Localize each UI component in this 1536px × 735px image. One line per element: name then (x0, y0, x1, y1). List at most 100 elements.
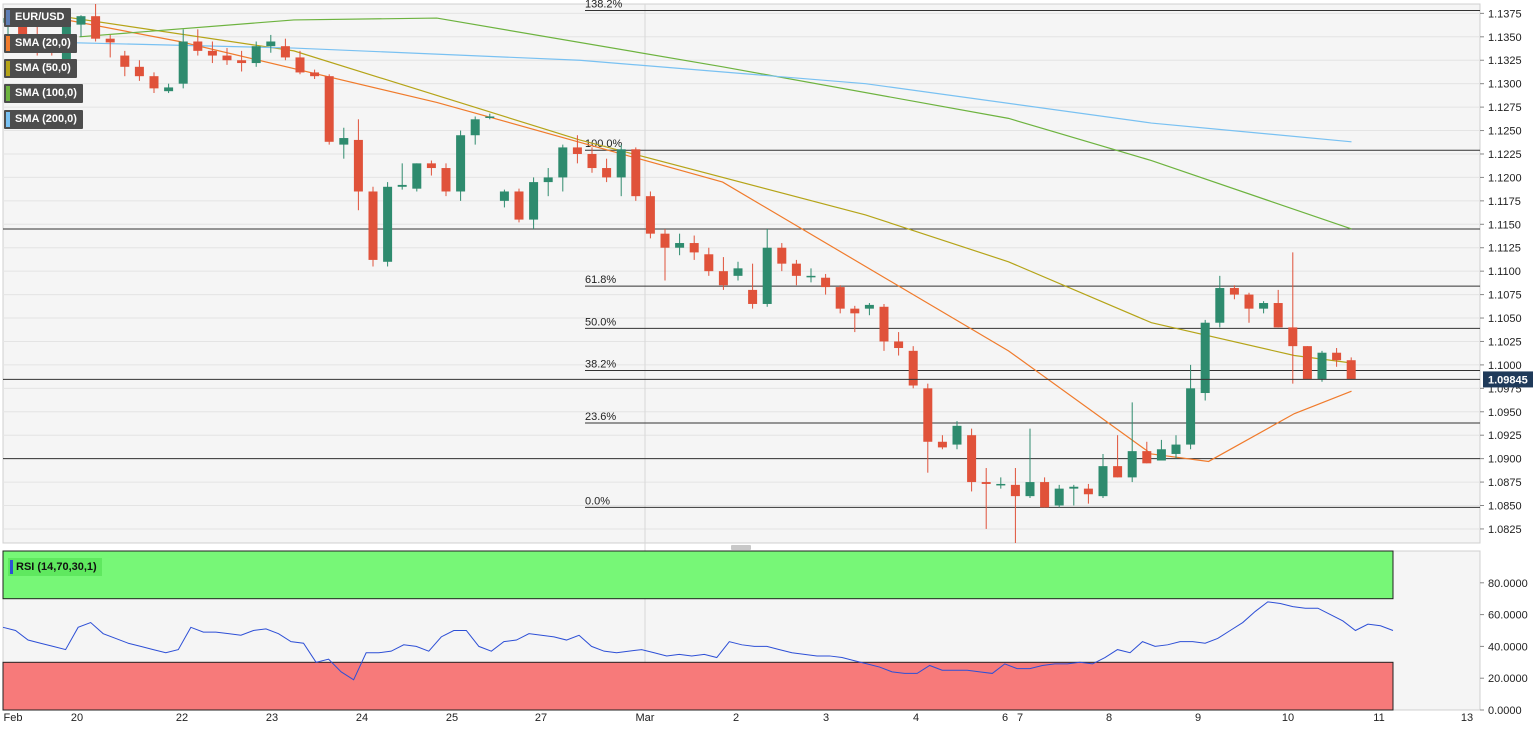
x-tick-label: Mar (636, 712, 655, 724)
price-tick-label: 1.1225 (1488, 149, 1522, 161)
x-tick-label: 23 (266, 712, 278, 724)
candle-body (339, 138, 349, 145)
candle-body (572, 147, 582, 154)
candle-body (704, 254, 714, 272)
x-tick-label: 10 (1282, 712, 1294, 724)
price-tick-label: 1.0825 (1488, 524, 1522, 536)
symbol-swatch (6, 10, 10, 25)
candle-body (134, 66, 144, 77)
candle-body (1273, 303, 1283, 328)
candle-body (835, 287, 845, 309)
price-tick-label: 1.0875 (1488, 477, 1522, 489)
candle-body (266, 41, 276, 47)
indicator-sma20[interactable]: SMA (20,0) (4, 34, 77, 53)
symbol-label[interactable]: EUR/USD (4, 8, 71, 27)
candle-body (631, 149, 641, 197)
candle-body (821, 277, 831, 288)
candle-body (324, 76, 334, 142)
candle-body (164, 87, 174, 92)
price-tick-label: 1.1275 (1488, 102, 1522, 114)
fibonacci-label: 50.0% (585, 316, 616, 328)
candle-body (383, 186, 393, 262)
candle-body (1229, 288, 1239, 295)
sma200-label: SMA (200,0) (15, 113, 77, 125)
sma20-label: SMA (20,0) (15, 37, 71, 49)
candle-body (967, 435, 977, 483)
candle-body (280, 46, 290, 58)
x-tick-label: 6 (1002, 712, 1008, 724)
rsi-label[interactable]: RSI (14,70,30,1) (8, 558, 102, 576)
candle-body (91, 16, 101, 39)
candle-body (1259, 303, 1269, 309)
price-tick-label: 1.1050 (1488, 313, 1522, 325)
candle-body (397, 184, 407, 187)
price-tick-label: 1.0850 (1488, 501, 1522, 513)
candle-body (1288, 327, 1298, 347)
candle-body (602, 168, 612, 178)
price-tick-label: 1.1200 (1488, 172, 1522, 184)
sma-line (22, 9, 1352, 364)
candle-body (1332, 352, 1342, 361)
fibonacci-label: 138.2% (585, 0, 623, 11)
candle-body (923, 388, 933, 442)
rsi-tick-label: 60.0000 (1488, 610, 1528, 622)
symbol-text: EUR/USD (15, 11, 65, 23)
price-tick-label: 1.1175 (1488, 196, 1521, 208)
current-price-label: 1.09845 (1488, 374, 1528, 386)
candle-body (120, 55, 130, 67)
candle-body (1200, 322, 1210, 394)
rsi-label-text: RSI (14,70,30,1) (16, 561, 97, 573)
price-tick-label: 1.1150 (1488, 219, 1521, 231)
candle-body (689, 243, 699, 253)
fibonacci-label: 0.0% (585, 495, 610, 507)
candle-body (850, 308, 860, 314)
candle-body (1346, 360, 1356, 379)
candle-body (178, 41, 188, 84)
candle-body (207, 50, 217, 56)
candle-body (879, 306, 889, 342)
candle-body (1010, 484, 1020, 497)
candle-body (1317, 352, 1327, 379)
candle-body (616, 149, 626, 178)
x-tick-label: 8 (1106, 712, 1112, 724)
x-tick-label: 7 (1017, 712, 1023, 724)
sma50-swatch (6, 61, 10, 76)
x-tick-label: 25 (446, 712, 458, 724)
candle-body (426, 163, 436, 169)
sma-line (22, 40, 1352, 143)
candle-body (1025, 482, 1035, 497)
fibonacci-label: 38.2% (585, 359, 616, 371)
candle-body (193, 41, 203, 51)
candle-body (295, 57, 305, 73)
rsi-line (2, 601, 1394, 681)
candle-body (222, 55, 232, 61)
candle-body (237, 60, 247, 64)
price-tick-label: 1.1000 (1488, 360, 1522, 372)
indicator-sma200[interactable]: SMA (200,0) (4, 110, 83, 129)
sma20-swatch (6, 36, 10, 51)
price-tick-label: 1.1025 (1488, 336, 1522, 348)
x-tick-label: 22 (176, 712, 188, 724)
candle-body (894, 341, 904, 349)
indicator-sma100[interactable]: SMA (100,0) (4, 84, 83, 103)
x-tick-label: 27 (535, 712, 547, 724)
indicator-sma50[interactable]: SMA (50,0) (4, 59, 77, 78)
candle-body (514, 191, 524, 220)
candle-body (981, 482, 991, 484)
price-tick-label: 1.1350 (1488, 32, 1522, 44)
candle-body (1040, 482, 1050, 508)
candle-body (441, 168, 451, 192)
rsi-tick-label: 20.0000 (1488, 673, 1528, 685)
price-tick-label: 1.0900 (1488, 454, 1522, 466)
candle-body (76, 16, 86, 25)
candle-body (791, 263, 801, 276)
sma-line (79, 17, 1352, 230)
x-tick-label: 20 (71, 712, 83, 724)
candle-body (1113, 466, 1123, 478)
candle-body (996, 483, 1006, 486)
rsi-tick-label: 0.0000 (1488, 705, 1522, 717)
candle-body (1083, 488, 1093, 495)
candle-body (558, 147, 568, 178)
